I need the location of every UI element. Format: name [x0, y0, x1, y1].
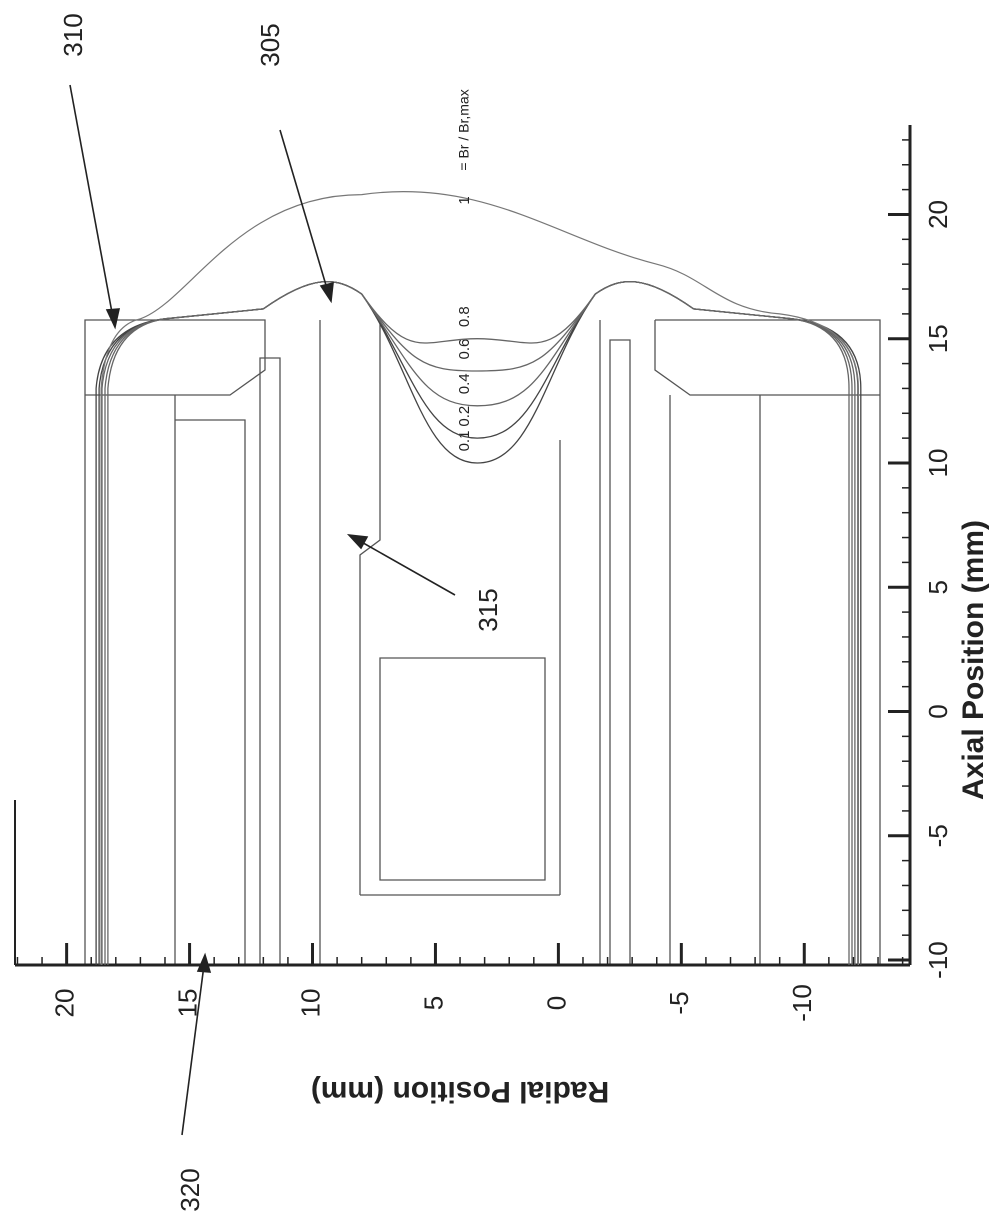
y-axis-title: Radial Position (mm)	[311, 1075, 609, 1108]
x-tick-label: 10	[923, 449, 953, 478]
contour-label: 0.8	[456, 306, 473, 327]
annotation: 315	[473, 588, 503, 631]
y-tick-label: 5	[418, 996, 448, 1010]
y-tick-label: -5	[664, 991, 694, 1014]
contour-label: 1	[456, 196, 473, 204]
contour-label: 0.6	[456, 339, 473, 360]
device-geometry	[84, 319, 881, 965]
y-tick-label: 10	[295, 989, 325, 1018]
x-axis-title: Axial Position (mm)	[957, 520, 990, 800]
x-tick-label: 15	[923, 324, 953, 353]
y-tick-label: -10	[787, 984, 817, 1022]
annotation: 310	[58, 13, 88, 56]
annotation: 305	[255, 23, 285, 66]
contour-label: 0.4	[456, 373, 473, 394]
contour-note: = Br / Br,max	[456, 89, 472, 170]
contour-label: 0.2	[456, 406, 473, 427]
x-tick-label: -5	[923, 824, 953, 847]
y-tick-label: 20	[50, 989, 80, 1018]
contour-label: 0.1	[456, 431, 473, 452]
x-tick-label: 0	[923, 704, 953, 718]
contour-line	[107, 280, 850, 965]
x-tick-label: -10	[923, 941, 953, 979]
annotation-arrows	[69, 84, 456, 1136]
y-tick-label: 0	[541, 996, 571, 1010]
contour-line	[100, 190, 859, 965]
x-tick-label: 5	[923, 580, 953, 594]
x-tick-label: 20	[923, 200, 953, 229]
device-outline	[84, 319, 881, 965]
annotation: 320	[175, 1168, 205, 1211]
plot: -10-505101520-10-5051015200.10.20.40.60.…	[16, 89, 953, 1022]
